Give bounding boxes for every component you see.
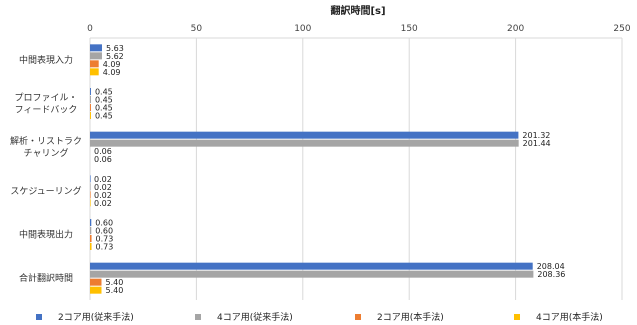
gridlines	[89, 37, 623, 300]
bar	[90, 104, 91, 111]
category-label: プロファイル・フィードバック	[14, 93, 77, 116]
x-tick-label: 100	[294, 24, 311, 34]
category-label: 合計翻訳時間	[19, 272, 73, 284]
data-label: 0.02	[94, 191, 112, 200]
legend-label: 2コア用(従来手法)	[58, 313, 134, 323]
data-label: 0.45	[95, 112, 113, 121]
data-label: 0.02	[94, 175, 112, 184]
legend-swatch	[36, 313, 42, 320]
bar	[90, 227, 92, 234]
chart-title: 翻訳時間[s]	[330, 4, 385, 17]
bar	[90, 235, 92, 242]
data-label: 5.63	[106, 44, 124, 53]
data-label: 0.45	[95, 104, 113, 113]
data-label: 201.44	[523, 139, 551, 148]
legend-item: 2コア用(本手法)	[355, 310, 444, 323]
data-label: 0.60	[95, 219, 113, 228]
legend-item: 4コア用(本手法)	[514, 310, 603, 323]
bar	[90, 183, 91, 191]
legend-label: 2コア用(本手法)	[377, 313, 444, 323]
data-label: 4.09	[103, 68, 121, 77]
legend-swatch	[355, 313, 361, 320]
data-labels: 5.635.624.094.090.450.450.450.45201.3220…	[94, 44, 565, 295]
legend-label: 4コア用(本手法)	[536, 313, 603, 323]
data-label: 208.36	[537, 270, 565, 279]
data-label: 0.73	[96, 235, 114, 244]
legend-swatch	[514, 313, 520, 320]
data-label: 0.02	[94, 183, 112, 192]
bar	[90, 175, 91, 183]
bar	[90, 278, 102, 286]
y-axis-category-labels: 中間表現入力プロファイル・フィードバック解析・リストラクチャリングスケジューリン…	[10, 54, 82, 284]
legend-label: 4コア用(従来手法)	[217, 313, 293, 323]
data-label: 0.06	[94, 155, 112, 164]
category-label: 中間表現出力	[19, 229, 73, 241]
category-label: 解析・リストラクチャリング	[10, 135, 82, 159]
bar	[90, 199, 91, 207]
category-label: 中間表現入力	[19, 54, 73, 66]
bar	[90, 68, 99, 76]
data-label: 0.73	[96, 243, 114, 252]
data-label: 0.60	[95, 227, 113, 236]
data-label: 4.09	[103, 60, 121, 69]
bar	[90, 286, 102, 294]
bar	[90, 270, 534, 278]
x-axis-ticks: 0 50 100 150 200 250	[87, 24, 631, 34]
bar	[90, 243, 92, 250]
data-label: 5.40	[105, 286, 123, 295]
data-label: 5.62	[106, 52, 124, 61]
bar	[90, 139, 519, 147]
category-label: スケジューリング	[10, 185, 81, 197]
x-tick-label: 150	[401, 24, 418, 34]
bar	[90, 219, 92, 226]
chart-legend: 2コア用(従来手法) 4コア用(従来手法) 2コア用(本手法) 4コア用(本手法)	[0, 310, 637, 324]
x-tick-label: 200	[507, 24, 524, 34]
data-label: 201.32	[522, 131, 550, 140]
bar	[90, 44, 102, 52]
bar	[90, 191, 91, 199]
x-tick-label: 50	[191, 24, 203, 34]
data-label: 0.45	[95, 96, 113, 105]
bar	[90, 112, 91, 119]
bar	[90, 262, 533, 270]
data-label: 0.02	[94, 199, 112, 208]
data-label: 0.06	[94, 147, 112, 156]
legend-item: 4コア用(従来手法)	[195, 310, 293, 323]
bar	[90, 52, 102, 60]
bar	[90, 96, 91, 103]
data-label: 208.04	[537, 262, 565, 271]
legend-swatch	[195, 313, 201, 320]
bar	[90, 60, 99, 68]
x-tick-label: 0	[87, 24, 93, 34]
bar	[90, 131, 519, 139]
data-label: 5.40	[105, 278, 123, 287]
bars	[90, 44, 534, 294]
bar	[90, 88, 91, 95]
legend-item: 2コア用(従来手法)	[36, 310, 134, 323]
x-tick-label: 250	[613, 24, 630, 34]
bar-chart: 翻訳時間[s] 0 50 100 150 200 250 中間表現入力プロファイル・フィー…	[10, 4, 631, 300]
data-label: 0.45	[95, 88, 113, 97]
